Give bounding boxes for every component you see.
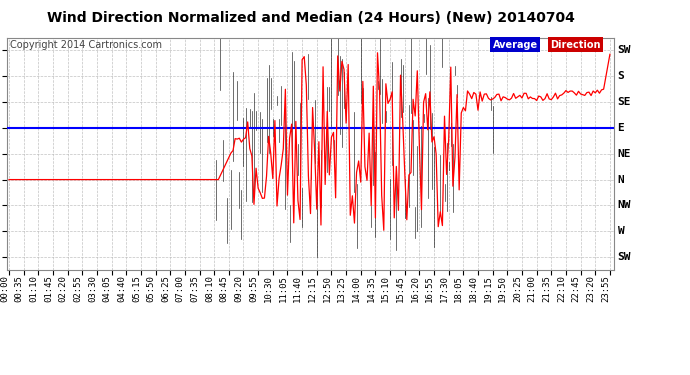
Text: 07:35: 07:35 [190,276,199,303]
Text: 06:25: 06:25 [161,276,170,303]
Text: 14:35: 14:35 [366,276,375,303]
Text: 23:55: 23:55 [601,276,610,303]
Text: SE: SE [618,97,631,107]
Text: 08:45: 08:45 [220,276,229,303]
Text: 04:05: 04:05 [103,276,112,303]
Text: 16:55: 16:55 [425,276,434,303]
Text: S: S [618,71,624,81]
Text: 07:00: 07:00 [176,276,185,303]
Text: 20:25: 20:25 [513,276,522,303]
Text: 11:40: 11:40 [293,276,302,303]
Text: N: N [618,175,624,184]
Text: Wind Direction Normalized and Median (24 Hours) (New) 20140704: Wind Direction Normalized and Median (24… [46,11,575,25]
Text: 23:20: 23:20 [586,276,595,303]
Text: NE: NE [618,149,631,159]
Text: SW: SW [618,252,631,262]
Text: 02:20: 02:20 [59,276,68,303]
Text: 21:35: 21:35 [542,276,551,303]
Text: 08:10: 08:10 [205,276,214,303]
Text: E: E [618,123,624,133]
Text: W: W [618,226,624,236]
Text: Average: Average [493,40,538,50]
Text: 10:30: 10:30 [264,276,273,303]
Text: 15:10: 15:10 [381,276,390,303]
Text: 04:40: 04:40 [117,276,126,303]
Text: SW: SW [618,45,631,56]
Text: 14:00: 14:00 [352,276,361,303]
Text: 15:45: 15:45 [396,276,405,303]
Text: 00:00: 00:00 [0,276,9,303]
Text: 19:50: 19:50 [498,276,507,303]
Text: Copyright 2014 Cartronics.com: Copyright 2014 Cartronics.com [10,40,162,50]
Text: 11:05: 11:05 [279,276,288,303]
Text: 22:45: 22:45 [571,276,580,303]
Text: 03:30: 03:30 [88,276,97,303]
Text: 13:25: 13:25 [337,276,346,303]
Text: 00:35: 00:35 [14,276,23,303]
Text: 16:20: 16:20 [411,276,420,303]
Text: 01:45: 01:45 [44,276,53,303]
Text: 18:05: 18:05 [454,276,464,303]
Text: 05:50: 05:50 [146,276,155,303]
Text: 18:40: 18:40 [469,276,478,303]
Text: 17:30: 17:30 [440,276,449,303]
Text: Direction: Direction [551,40,601,50]
Text: 05:15: 05:15 [132,276,141,303]
Text: 09:55: 09:55 [249,276,258,303]
Text: 21:00: 21:00 [528,276,537,303]
Text: NW: NW [618,200,631,210]
Text: 02:55: 02:55 [73,276,82,303]
Text: 19:15: 19:15 [484,276,493,303]
Text: 12:15: 12:15 [308,276,317,303]
Text: 22:10: 22:10 [557,276,566,303]
Text: 12:50: 12:50 [322,276,331,303]
Text: 09:20: 09:20 [235,276,244,303]
Text: 01:10: 01:10 [29,276,39,303]
